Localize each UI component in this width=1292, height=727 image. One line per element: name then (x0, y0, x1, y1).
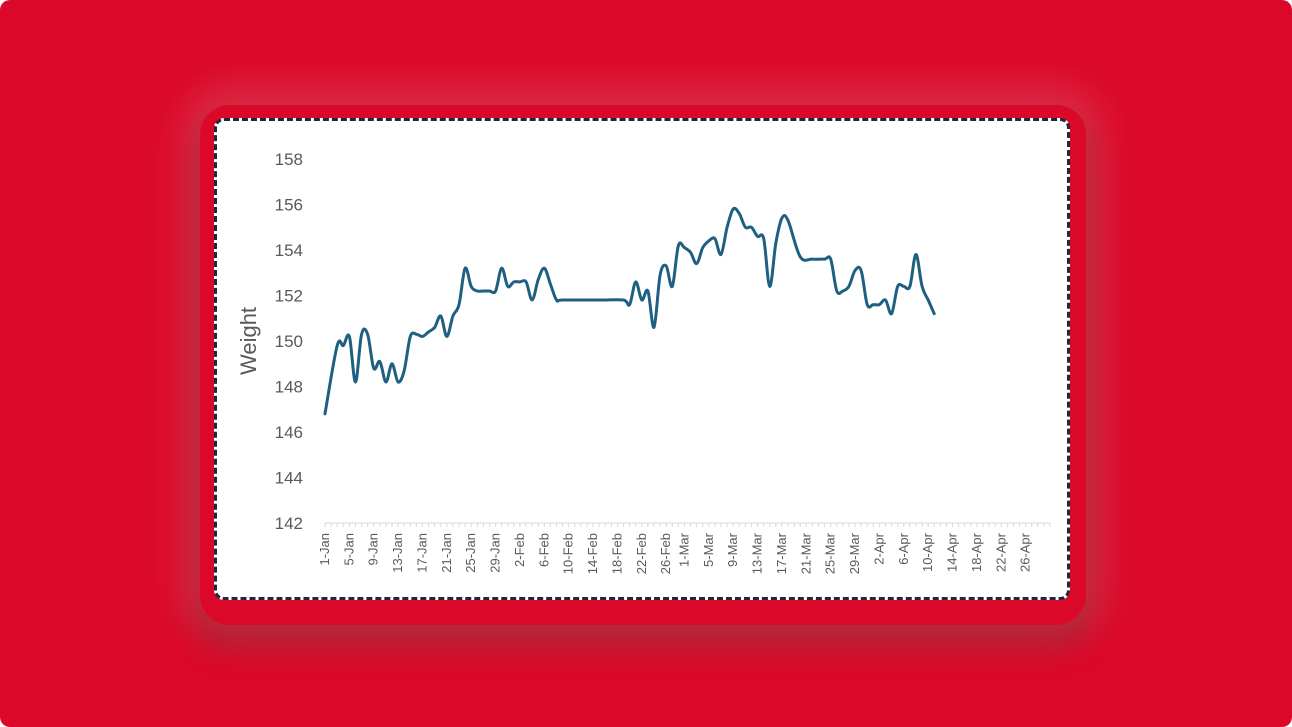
x-tick-label: 6-Feb (536, 533, 551, 567)
x-tick-label: 29-Jan (488, 533, 503, 573)
y-axis-ticks: 142 144 146 148 150 152 154 156 158 (275, 150, 303, 533)
x-axis-ticks: 1-Jan 5-Jan 9-Jan 13-Jan 17-Jan 21-Jan 25-Jan 2… (317, 532, 1033, 574)
x-tick-label: 22-Apr (993, 532, 1008, 572)
series-line (323, 206, 936, 416)
x-tick-label: 6-Apr (896, 532, 911, 564)
x-tick-label: 2-Feb (512, 533, 527, 567)
x-tick-label: 22-Feb (634, 533, 649, 574)
x-tick-label: 1-Mar (676, 532, 691, 567)
y-tick-label: 146 (275, 423, 303, 442)
y-tick-label: 148 (275, 378, 303, 397)
x-tick-label: 18-Apr (969, 532, 984, 572)
y-tick-label: 144 (275, 469, 303, 488)
x-tick-label: 25-Jan (463, 533, 478, 573)
y-tick-label: 150 (275, 332, 303, 351)
x-tick-label: 5-Mar (701, 532, 716, 567)
y-axis-title: Weight (236, 307, 261, 375)
y-tick-label: 154 (275, 241, 303, 260)
x-tick-label: 1-Jan (317, 533, 332, 566)
x-tick-label: 9-Mar (725, 532, 740, 567)
x-tick-label: 5-Jan (341, 533, 356, 566)
x-tick-label: 25-Mar (823, 532, 838, 574)
x-tick-label: 21-Mar (798, 532, 813, 574)
y-tick-label: 156 (275, 196, 303, 215)
x-tick-label: 13-Mar (750, 532, 765, 574)
y-tick-label: 152 (275, 287, 303, 306)
x-tick-label: 10-Feb (561, 533, 576, 574)
x-tick-label: 14-Apr (945, 532, 960, 572)
x-tick-label: 13-Jan (390, 533, 405, 573)
weight-line-chart: 142 144 146 148 150 152 154 156 158 1-Jan 5-Jan 9-… (236, 150, 1051, 574)
x-tick-label: 10-Apr (920, 532, 935, 572)
x-tick-label: 18-Feb (609, 533, 624, 574)
x-tick-label: 26-Apr (1018, 532, 1033, 572)
x-tick-label: 17-Jan (414, 533, 429, 573)
y-tick-label: 142 (275, 514, 303, 533)
x-tick-label: 2-Apr (871, 532, 886, 564)
chart-card: 142 144 146 148 150 152 154 156 158 1-Jan 5-Jan 9-… (214, 118, 1070, 600)
x-tick-label: 26-Feb (658, 533, 673, 574)
x-tick-label: 21-Jan (439, 533, 454, 573)
x-tick-label: 17-Mar (774, 532, 789, 574)
x-tick-label: 29-Mar (847, 532, 862, 574)
y-tick-label: 158 (275, 150, 303, 169)
x-tick-label: 9-Jan (366, 533, 381, 566)
x-axis (324, 522, 1051, 527)
x-tick-label: 14-Feb (585, 533, 600, 574)
